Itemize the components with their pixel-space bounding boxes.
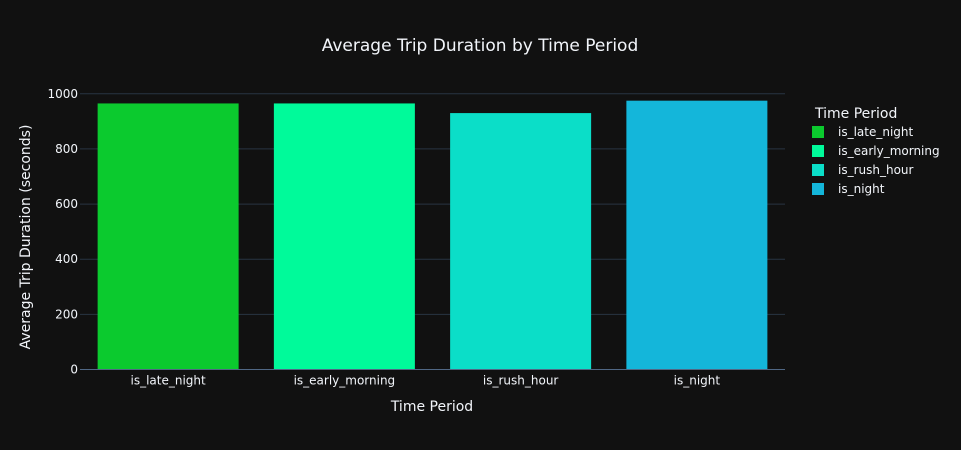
y-tick-label: 200 (55, 307, 78, 321)
legend-swatch (812, 145, 824, 157)
bars (97, 100, 768, 370)
y-tick-label: 400 (55, 252, 78, 266)
legend-item-is-late-night[interactable]: is_late_night (812, 125, 914, 139)
chart-title: Average Trip Duration by Time Period (322, 36, 639, 56)
legend-item-is-rush-hour[interactable]: is_rush_hour (812, 163, 914, 177)
bar-is-rush-hour[interactable] (450, 113, 592, 370)
x-tick-label: is_night (674, 374, 721, 388)
y-tick-label: 0 (70, 363, 78, 377)
x-axis-ticks: is_late_night is_early_morning is_rush_hou… (131, 374, 721, 388)
x-tick-label: is_late_night (131, 374, 207, 388)
y-tick-label: 1000 (47, 87, 78, 101)
legend-swatch (812, 164, 824, 176)
bar-is-night[interactable] (626, 100, 768, 370)
bar-is-late-night[interactable] (97, 103, 239, 370)
bar-is-early-morning[interactable] (273, 103, 415, 370)
legend-swatch (812, 183, 824, 195)
legend-swatch (812, 126, 824, 138)
legend-item-is-early-morning[interactable]: is_early_morning (812, 144, 940, 158)
y-tick-label: 800 (55, 142, 78, 156)
legend-label: is_late_night (838, 125, 914, 139)
legend-item-is-night[interactable]: is_night (812, 182, 885, 196)
y-axis-title: Average Trip Duration (seconds) (18, 125, 34, 350)
legend-label: is_night (838, 182, 885, 196)
x-axis-title: Time Period (390, 399, 473, 415)
x-tick-label: is_early_morning (294, 374, 396, 388)
legend-label: is_rush_hour (838, 163, 914, 177)
legend-title: Time Period (814, 106, 897, 122)
y-tick-label: 600 (55, 197, 78, 211)
x-tick-label: is_rush_hour (483, 374, 559, 388)
y-axis-ticks: 0 200 400 600 800 1000 (47, 87, 78, 377)
legend: Time Period is_late_night is_early_mornin… (812, 106, 940, 196)
legend-label: is_early_morning (838, 144, 940, 158)
